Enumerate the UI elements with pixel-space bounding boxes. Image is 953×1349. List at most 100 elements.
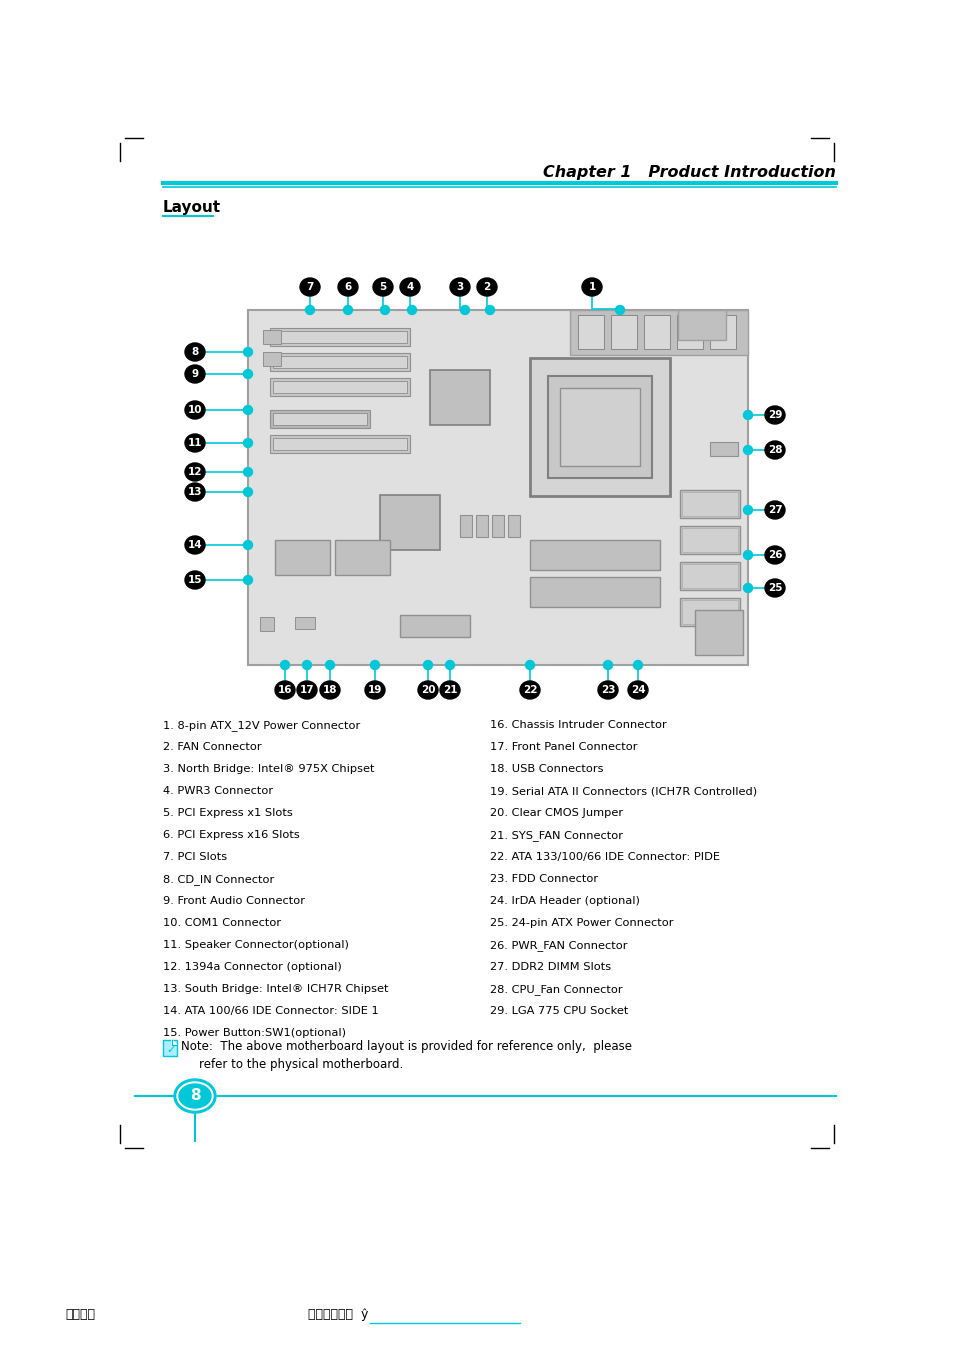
Text: 14. ATA 100/66 IDE Connector: SIDE 1: 14. ATA 100/66 IDE Connector: SIDE 1 [163, 1006, 378, 1016]
Text: 24: 24 [630, 685, 644, 695]
Text: ✓: ✓ [166, 1045, 175, 1055]
Text: 26. PWR_FAN Connector: 26. PWR_FAN Connector [490, 940, 627, 951]
Text: 24. IrDA Header (optional): 24. IrDA Header (optional) [490, 896, 639, 907]
Circle shape [603, 661, 612, 669]
Ellipse shape [179, 1085, 211, 1108]
Text: 28: 28 [767, 445, 781, 455]
FancyBboxPatch shape [274, 540, 330, 575]
Ellipse shape [365, 681, 385, 699]
FancyBboxPatch shape [294, 616, 314, 629]
Ellipse shape [764, 579, 784, 598]
Ellipse shape [764, 500, 784, 519]
Ellipse shape [764, 406, 784, 424]
FancyBboxPatch shape [163, 1040, 177, 1056]
Text: 3. North Bridge: Intel® 975X Chipset: 3. North Bridge: Intel® 975X Chipset [163, 764, 375, 774]
Text: 8: 8 [190, 1089, 200, 1103]
Ellipse shape [296, 681, 316, 699]
Ellipse shape [439, 681, 459, 699]
Text: 29. LGA 775 CPU Socket: 29. LGA 775 CPU Socket [490, 1006, 628, 1016]
Text: 8. CD_IN Connector: 8. CD_IN Connector [163, 874, 274, 885]
Circle shape [615, 305, 624, 314]
Ellipse shape [185, 343, 205, 362]
Text: 2: 2 [483, 282, 490, 291]
Ellipse shape [373, 278, 393, 295]
Text: 4: 4 [406, 282, 414, 291]
Circle shape [742, 550, 752, 560]
FancyBboxPatch shape [709, 442, 738, 456]
Circle shape [742, 584, 752, 592]
Ellipse shape [319, 681, 339, 699]
Text: 18. USB Connectors: 18. USB Connectors [490, 764, 603, 774]
FancyBboxPatch shape [569, 310, 747, 355]
Text: 25. 24-pin ATX Power Connector: 25. 24-pin ATX Power Connector [490, 919, 673, 928]
Text: 9: 9 [192, 370, 198, 379]
Text: 3: 3 [456, 282, 463, 291]
Circle shape [243, 370, 253, 379]
Text: 20: 20 [420, 685, 435, 695]
Ellipse shape [627, 681, 647, 699]
Ellipse shape [450, 278, 470, 295]
Text: 21. SYS_FAN Connector: 21. SYS_FAN Connector [490, 830, 622, 840]
Text: 27: 27 [767, 505, 781, 515]
Circle shape [742, 445, 752, 455]
Ellipse shape [299, 278, 319, 295]
Text: Layout: Layout [163, 200, 221, 214]
Circle shape [305, 305, 314, 314]
Text: 12. 1394a Connector (optional): 12. 1394a Connector (optional) [163, 962, 341, 973]
Circle shape [485, 305, 494, 314]
FancyBboxPatch shape [248, 310, 747, 665]
Circle shape [325, 661, 335, 669]
Text: 28. CPU_Fan Connector: 28. CPU_Fan Connector [490, 983, 622, 996]
FancyBboxPatch shape [399, 615, 470, 637]
FancyBboxPatch shape [459, 515, 472, 537]
Text: 19: 19 [368, 685, 382, 695]
Circle shape [243, 438, 253, 448]
FancyBboxPatch shape [379, 495, 439, 550]
Circle shape [460, 305, 469, 314]
FancyBboxPatch shape [610, 316, 637, 349]
FancyBboxPatch shape [270, 353, 410, 371]
Text: 16: 16 [277, 685, 292, 695]
Circle shape [243, 487, 253, 496]
FancyBboxPatch shape [273, 356, 407, 368]
Circle shape [243, 576, 253, 584]
Text: 22. ATA 133/100/66 IDE Connector: PIDE: 22. ATA 133/100/66 IDE Connector: PIDE [490, 853, 720, 862]
FancyBboxPatch shape [678, 310, 725, 340]
Ellipse shape [764, 441, 784, 459]
Ellipse shape [185, 366, 205, 383]
FancyBboxPatch shape [643, 316, 669, 349]
FancyBboxPatch shape [681, 600, 738, 625]
FancyBboxPatch shape [273, 331, 407, 343]
Text: Chapter 1   Product Introduction: Chapter 1 Product Introduction [542, 165, 835, 179]
Text: 9. Front Audio Connector: 9. Front Audio Connector [163, 896, 305, 907]
Ellipse shape [598, 681, 618, 699]
Circle shape [280, 661, 289, 669]
FancyBboxPatch shape [679, 490, 740, 518]
Text: 19. Serial ATA II Connectors (ICH7R Controlled): 19. Serial ATA II Connectors (ICH7R Cont… [490, 786, 757, 796]
Ellipse shape [581, 278, 601, 295]
Text: 15. Power Button:SW1(optional): 15. Power Button:SW1(optional) [163, 1028, 346, 1037]
Ellipse shape [185, 401, 205, 420]
Ellipse shape [185, 434, 205, 452]
FancyBboxPatch shape [679, 563, 740, 590]
FancyBboxPatch shape [430, 370, 490, 425]
FancyBboxPatch shape [677, 316, 702, 349]
Text: 4. PWR3 Connector: 4. PWR3 Connector [163, 786, 273, 796]
FancyBboxPatch shape [530, 577, 659, 607]
Circle shape [407, 305, 416, 314]
Circle shape [380, 305, 389, 314]
Text: 2. FAN Connector: 2. FAN Connector [163, 742, 261, 751]
FancyBboxPatch shape [263, 352, 281, 366]
FancyBboxPatch shape [547, 376, 651, 478]
Text: 26: 26 [767, 550, 781, 560]
FancyBboxPatch shape [273, 438, 407, 451]
FancyBboxPatch shape [679, 598, 740, 626]
FancyBboxPatch shape [681, 564, 738, 588]
Text: Note:  The above motherboard layout is provided for reference only,  please: Note: The above motherboard layout is pr… [181, 1040, 631, 1054]
Circle shape [445, 661, 454, 669]
FancyBboxPatch shape [681, 527, 738, 552]
Text: 20. Clear CMOS Jumper: 20. Clear CMOS Jumper [490, 808, 622, 817]
FancyBboxPatch shape [679, 526, 740, 554]
Ellipse shape [185, 463, 205, 482]
FancyBboxPatch shape [260, 616, 274, 631]
